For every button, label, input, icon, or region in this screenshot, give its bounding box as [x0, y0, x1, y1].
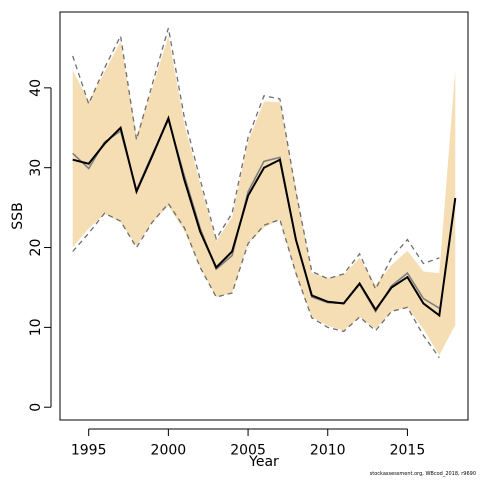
- x-tick-label: 2005: [230, 443, 266, 459]
- axes: 1995 2000 2005 2010 2015 0 10 20 30 40: [28, 79, 425, 459]
- y-tick-label: 30: [28, 159, 44, 177]
- x-axis-title: Year: [248, 454, 279, 470]
- y-tick-label: 0: [28, 403, 44, 412]
- credit-footer: stockassessment.org, WBcod_2018, r9690: [369, 471, 476, 477]
- lower-bound-line: [72, 202, 440, 359]
- ssb-estimate-line: [72, 115, 457, 318]
- x-tick-label: 1995: [71, 443, 107, 459]
- confidence-band: [72, 36, 456, 356]
- x-tick-label: 2010: [310, 443, 346, 459]
- upper-bound-line: [72, 27, 440, 291]
- y-tick-label: 10: [28, 318, 44, 336]
- plot-frame: [59, 11, 469, 421]
- y-axis-title: SSB: [10, 202, 26, 229]
- y-tick-label: 40: [28, 79, 44, 97]
- plot-area: [72, 27, 457, 359]
- x-tick-label: 2000: [151, 443, 187, 459]
- x-tick-label: 2015: [390, 443, 426, 459]
- y-tick-label: 20: [28, 239, 44, 257]
